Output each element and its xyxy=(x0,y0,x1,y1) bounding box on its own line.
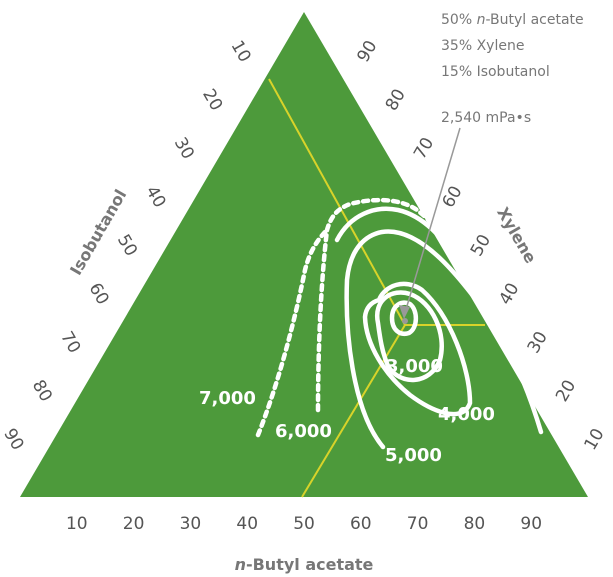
right-tick-label: 80 xyxy=(382,86,410,115)
optimum-point xyxy=(402,318,408,324)
annotation-line-butyl-acetate: 50% n-Butyl acetate xyxy=(441,12,584,28)
left-tick-label: 40 xyxy=(141,183,169,212)
right-tick-label: 90 xyxy=(353,37,381,66)
contour-4000 xyxy=(362,281,473,417)
contour-6000 xyxy=(315,197,463,413)
right-tick-label: 50 xyxy=(467,231,495,260)
contour-3000 xyxy=(374,290,444,383)
left-tick-label: 50 xyxy=(113,231,141,260)
optimum-annotation: 50% n-Butyl acetate 35% Xylene 15% Isobu… xyxy=(441,12,584,126)
guide-line-isobutanol xyxy=(268,78,406,326)
contour-label-4000: 4,000 xyxy=(438,404,495,425)
contour-5000 xyxy=(344,229,544,450)
bottom-tick-label: 50 xyxy=(293,514,315,534)
right-tick-label: 40 xyxy=(495,280,523,309)
left-axis-title: Isobutanol xyxy=(66,186,130,278)
annotation-line-xylene: 35% Xylene xyxy=(441,38,524,54)
contour-label-6000: 6,000 xyxy=(275,421,332,442)
annotation-viscosity: 2,540 mPa•s xyxy=(441,110,531,126)
right-axis-title: Xylene xyxy=(493,204,540,267)
bottom-tick-label: 40 xyxy=(236,514,258,534)
right-tick-label: 30 xyxy=(524,328,552,357)
contour-label-5000: 5,000 xyxy=(385,445,442,466)
bottom-tick-label: 90 xyxy=(520,514,542,534)
contour-label-3000: 3,000 xyxy=(386,356,443,377)
pointer-line xyxy=(403,127,461,317)
ternary-triangle xyxy=(20,12,588,497)
annotation-line-isobutanol: 15% Isobutanol xyxy=(441,64,550,80)
left-tick-label: 60 xyxy=(85,280,113,309)
right-tick-label: 20 xyxy=(552,377,580,406)
guide-line-butyl-acetate xyxy=(301,324,406,498)
left-tick-label: 70 xyxy=(56,328,84,357)
contour-2540 xyxy=(389,300,419,336)
bottom-tick-label: 30 xyxy=(180,514,202,534)
contours xyxy=(255,197,544,450)
left-tick-label: 90 xyxy=(0,425,27,454)
left-tick-label: 30 xyxy=(170,134,198,163)
left-tick-label: 10 xyxy=(227,37,255,66)
bottom-tick-label: 70 xyxy=(407,514,429,534)
bottom-tick-label: 60 xyxy=(350,514,372,534)
left-tick-label: 80 xyxy=(28,377,56,406)
left-tick-label: 20 xyxy=(198,86,226,115)
bottom-tick-label: 80 xyxy=(464,514,486,534)
contour-label-7000: 7,000 xyxy=(199,388,256,409)
bottom-tick-label: 20 xyxy=(123,514,145,534)
bottom-axis-ticks: 10 20 30 40 50 60 70 80 90 xyxy=(66,514,542,534)
guide-lines xyxy=(268,78,485,498)
bottom-axis-title: n-Butyl acetate xyxy=(235,555,374,574)
bottom-tick-label: 10 xyxy=(66,514,88,534)
contour-7000 xyxy=(255,229,328,438)
right-tick-label: 10 xyxy=(581,425,609,454)
pointer-arrowhead xyxy=(399,305,410,319)
right-tick-label: 70 xyxy=(410,134,438,163)
